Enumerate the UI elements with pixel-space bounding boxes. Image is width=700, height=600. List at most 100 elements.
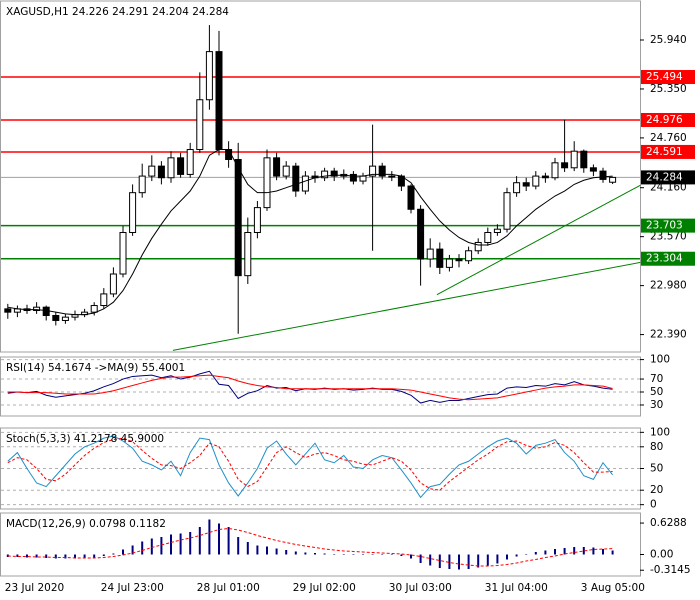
level-label: 23.304 <box>646 253 683 265</box>
y-tick-label: 0.6288 <box>650 517 687 529</box>
current-price-label: 24.284 <box>646 171 683 183</box>
histogram-bar <box>362 554 364 555</box>
level-label-box <box>641 112 695 127</box>
histogram-bar <box>342 554 345 555</box>
candle-body <box>167 157 175 179</box>
histogram-bar <box>371 554 374 555</box>
histogram-bar <box>16 554 19 557</box>
candle-body <box>349 173 357 182</box>
x-tick-label: 31 Jul 04:00 <box>485 582 548 594</box>
candle-body <box>301 175 309 192</box>
candle-body <box>129 192 137 234</box>
candle-body <box>330 170 338 177</box>
panel-frame <box>0 512 641 577</box>
candle-body <box>119 232 127 275</box>
y-tick-label: 0.00 <box>650 549 673 561</box>
candle-body <box>263 157 271 209</box>
candle-body <box>609 176 617 183</box>
indicator-line <box>7 437 613 491</box>
trend-line <box>172 261 641 351</box>
candle-body <box>205 51 213 101</box>
histogram-bar <box>285 550 288 555</box>
histogram-bar <box>381 554 384 555</box>
signal-line <box>7 527 613 567</box>
x-tick-label: 28 Jul 01:00 <box>197 582 260 594</box>
histogram-bar <box>122 549 124 555</box>
histogram-bar <box>390 554 393 555</box>
indicator-line <box>7 374 613 401</box>
histogram-bar <box>438 554 441 568</box>
histogram-bar <box>592 547 595 555</box>
candle-body <box>388 175 396 178</box>
y-tick-label: 50 <box>650 463 663 475</box>
histogram-bar <box>64 554 67 559</box>
y-tick-label: 20 <box>650 484 663 496</box>
indicator-line <box>7 435 613 499</box>
histogram-bar <box>198 527 201 555</box>
panel-title: XAGUSD,H1 24.226 24.291 24.204 24.284 <box>6 6 229 18</box>
histogram-bar <box>458 554 460 570</box>
histogram-bar <box>131 545 134 555</box>
candle-body <box>196 99 204 151</box>
level-label-box <box>641 144 695 159</box>
y-tick-label: 25.940 <box>650 34 687 46</box>
current-price-box <box>641 170 695 185</box>
candle-body <box>215 51 223 151</box>
y-tick-label: 70 <box>650 373 663 385</box>
histogram-bar <box>573 547 576 555</box>
histogram-bar <box>218 523 220 555</box>
histogram-bar <box>275 548 278 555</box>
histogram-bar <box>266 546 268 555</box>
histogram-bar <box>208 519 211 555</box>
histogram-bar <box>237 537 240 555</box>
candle-body <box>177 157 185 175</box>
histogram-bar <box>227 527 230 555</box>
candle-body <box>378 165 386 177</box>
candle-body <box>541 175 549 179</box>
candle-body <box>234 158 242 277</box>
candle-body <box>359 175 367 182</box>
candle-body <box>186 149 194 175</box>
candle-body <box>445 258 453 268</box>
histogram-bar <box>410 554 412 559</box>
y-tick-label: 22.980 <box>650 280 687 292</box>
histogram-bar <box>170 534 172 555</box>
y-tick-label: 24.760 <box>650 132 687 144</box>
level-label-box <box>641 70 695 85</box>
candle-body <box>100 293 108 307</box>
histogram-bar <box>515 554 518 557</box>
y-tick-label: 100 <box>650 354 670 366</box>
histogram-bar <box>74 554 76 559</box>
panel-title: MACD(12,26,9) 0.0798 0.1182 <box>6 518 166 530</box>
y-tick-label: 25.350 <box>650 83 687 95</box>
candle-body <box>109 273 117 295</box>
candle-body <box>253 207 261 234</box>
candle-body <box>148 165 156 177</box>
y-tick-label: 24.160 <box>650 182 687 194</box>
candle-body <box>513 182 521 194</box>
y-tick-label: 80 <box>650 441 663 453</box>
histogram-bar <box>54 554 57 559</box>
candle-body <box>417 208 425 260</box>
histogram-bar <box>563 548 566 555</box>
candle-body <box>244 232 252 277</box>
histogram-bar <box>45 554 48 558</box>
histogram-bar <box>102 554 105 556</box>
histogram-bar <box>294 551 297 555</box>
histogram-bar <box>582 547 585 555</box>
candle-body <box>551 162 559 179</box>
panel-frame <box>0 356 641 417</box>
candle-body <box>570 150 578 169</box>
candle-body <box>436 248 444 268</box>
histogram-bar <box>554 549 556 555</box>
candle-body <box>61 316 69 321</box>
candle-body <box>484 232 492 243</box>
histogram-bar <box>26 554 28 558</box>
x-tick-label: 30 Jul 03:00 <box>389 582 452 594</box>
histogram-bar <box>602 549 604 555</box>
candle-body <box>599 170 607 180</box>
histogram-bar <box>150 538 153 555</box>
